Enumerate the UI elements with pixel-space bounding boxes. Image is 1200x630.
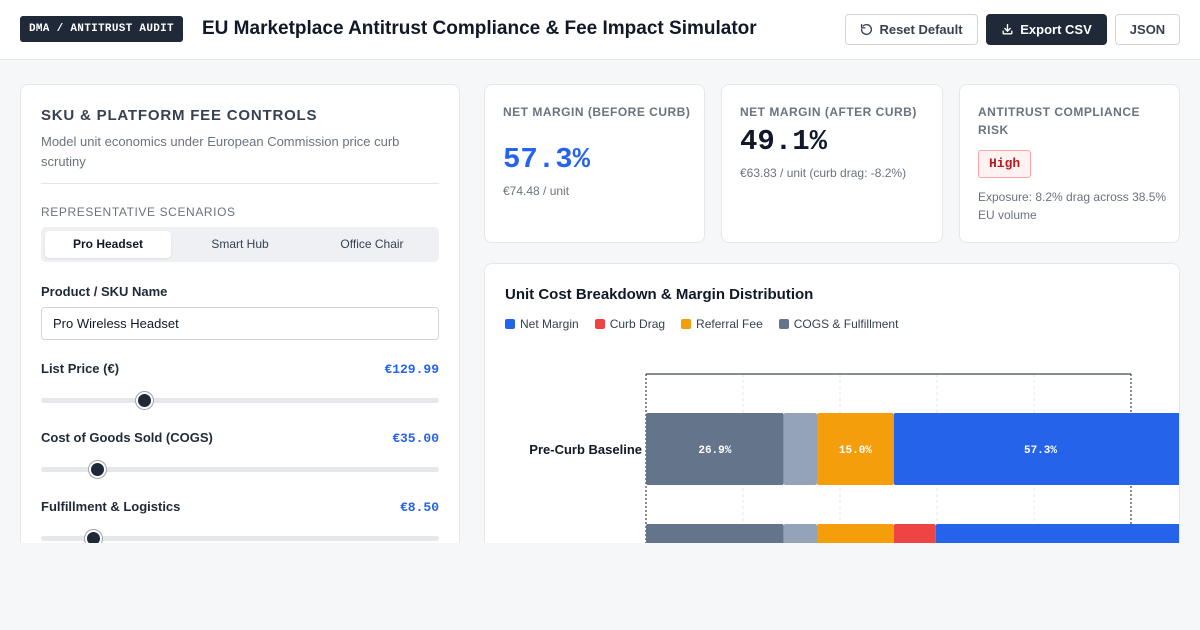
cogs-label: Cost of Goods Sold (COGS) xyxy=(41,430,213,445)
legend-swatch xyxy=(778,319,789,329)
bar-data-label: 26.9% xyxy=(698,445,731,457)
bar-segment xyxy=(646,413,784,485)
list-price-slider-thumb[interactable] xyxy=(136,392,154,409)
kpi-card-before-curb: NET MARGIN (BEFORE CURB) 57.3% €74.48 / … xyxy=(484,84,705,243)
reset-icon xyxy=(861,23,873,36)
sku-name-input[interactable] xyxy=(41,307,439,340)
list-price-label: List Price (€) xyxy=(41,361,120,376)
legend-swatch xyxy=(594,319,605,329)
legend-item-curb-drag: Curb Drag xyxy=(594,317,666,331)
controls-title: SKU & PLATFORM FEE CONTROLS xyxy=(41,107,318,124)
legend-swatch xyxy=(505,319,515,329)
kpi-card-after-curb: NET MARGIN (AFTER CURB) 49.1% €63.83 / u… xyxy=(721,84,943,243)
fulfillment-slider[interactable] xyxy=(41,530,439,547)
kpi-risk-label: ANTITRUST COMPLIANCE RISK xyxy=(978,105,1140,137)
bar-data-label: 57.3% xyxy=(1024,445,1057,457)
legend-item-net-margin: Net Margin xyxy=(505,317,579,331)
scenario-tab-smart-hub[interactable]: Smart Hub xyxy=(211,237,269,251)
legend-label: Curb Drag xyxy=(609,317,666,331)
json-label: JSON xyxy=(1129,22,1166,37)
export-csv-label: Export CSV xyxy=(1020,22,1092,37)
kpi-before-value: 57.3% xyxy=(503,143,591,176)
page-title: EU Marketplace Antitrust Compliance & Fe… xyxy=(202,18,757,39)
download-icon xyxy=(1002,23,1013,35)
list-price-slider[interactable] xyxy=(41,392,439,409)
kpi-before-label: NET MARGIN (BEFORE CURB) xyxy=(503,105,691,119)
divider xyxy=(41,183,439,184)
list-price-value: €129.99 xyxy=(384,362,439,377)
kpi-card-compliance-risk: ANTITRUST COMPLIANCE RISK High Exposure:… xyxy=(959,84,1180,243)
export-csv-button[interactable]: Export CSV xyxy=(986,14,1107,45)
cogs-slider[interactable] xyxy=(41,461,439,478)
scenarios-label: REPRESENTATIVE SCENARIOS xyxy=(41,205,236,219)
scenario-selector: Pro Headset Smart Hub Office Chair xyxy=(41,227,439,262)
kpi-before-note: €74.48 / unit xyxy=(503,184,570,198)
legend-label: Referral Fee xyxy=(696,317,763,331)
chart-title: Unit Cost Breakdown & Margin Distributio… xyxy=(505,286,814,303)
sku-controls-panel: SKU & PLATFORM FEE CONTROLS Model unit e… xyxy=(20,84,460,554)
controls-subtitle: Model unit economics under European Comm… xyxy=(41,134,400,169)
json-button[interactable]: JSON xyxy=(1115,14,1180,45)
kpi-after-label: NET MARGIN (AFTER CURB) xyxy=(740,105,917,119)
reset-default-label: Reset Default xyxy=(879,22,963,37)
cost-breakdown-chart: Pre-Curb Baseline 26.9% 15.0% 57.3% xyxy=(529,373,1179,553)
fulfillment-label: Fulfillment & Logistics xyxy=(41,499,181,514)
kpi-after-value: 49.1% xyxy=(740,125,828,158)
cost-breakdown-chart-panel: Unit Cost Breakdown & Margin Distributio… xyxy=(484,263,1180,554)
legend-label: Net Margin xyxy=(520,317,579,331)
legend-item-cogs-fulfillment: COGS & Fulfillment xyxy=(778,317,899,331)
legend-swatch xyxy=(681,319,692,329)
fulfillment-value: €8.50 xyxy=(399,500,439,515)
bar-segment xyxy=(817,413,894,485)
cogs-value: €35.00 xyxy=(392,431,439,446)
audit-badge: DMA / ANTITRUST AUDIT xyxy=(20,16,183,42)
legend-label: COGS & Fulfillment xyxy=(793,317,899,331)
top-header: DMA / ANTITRUST AUDIT EU Marketplace Ant… xyxy=(0,0,1200,60)
risk-level-badge: High xyxy=(978,150,1032,178)
scenario-tab-office-chair[interactable]: Office Chair xyxy=(340,237,404,251)
chart-legend: Net Margin Curb Drag Referral Fee COGS &… xyxy=(505,317,898,331)
kpi-risk-note: Exposure: 8.2% drag across 38.5% EU volu… xyxy=(978,190,1167,222)
cogs-slider-thumb[interactable] xyxy=(88,461,106,478)
bar-segment xyxy=(783,413,818,485)
bar-segment xyxy=(893,413,1179,485)
bar-data-label: 15.0% xyxy=(839,445,872,457)
legend-item-referral-fee: Referral Fee xyxy=(681,317,763,331)
page-background-below-fold xyxy=(0,543,1200,630)
reset-default-button[interactable]: Reset Default xyxy=(845,14,978,45)
sku-name-label: Product / SKU Name xyxy=(41,284,168,299)
scenario-tab-pro-headset[interactable]: Pro Headset xyxy=(45,231,171,258)
category-label: Pre-Curb Baseline xyxy=(529,442,642,457)
kpi-after-note: €63.83 / unit (curb drag: -8.2%) xyxy=(740,166,907,180)
